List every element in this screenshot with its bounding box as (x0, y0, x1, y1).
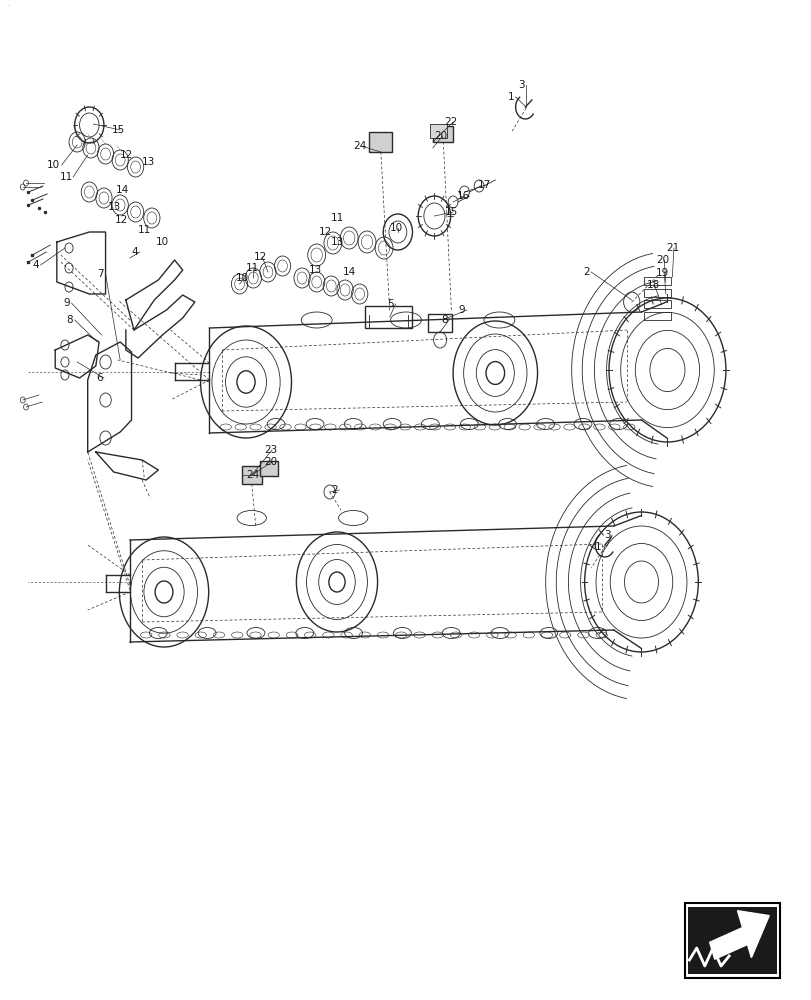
Text: 12: 12 (120, 150, 133, 160)
Text: 11: 11 (331, 213, 344, 223)
Text: 13: 13 (108, 202, 121, 212)
Text: 15: 15 (444, 207, 457, 217)
Text: 11: 11 (246, 263, 259, 273)
Text: 12: 12 (319, 227, 332, 237)
Bar (427, 314, 452, 332)
Text: 13: 13 (331, 237, 344, 247)
Bar (687, 907, 776, 974)
Text: 11: 11 (60, 172, 73, 182)
Bar (242, 466, 262, 484)
Text: 7: 7 (97, 269, 104, 279)
Text: 12: 12 (254, 252, 267, 262)
Text: 21: 21 (665, 243, 678, 253)
Text: 19: 19 (655, 268, 668, 278)
Text: 3: 3 (603, 530, 610, 540)
Text: 20: 20 (264, 457, 277, 467)
Text: 14: 14 (342, 267, 355, 277)
Text: 17: 17 (477, 180, 490, 190)
Text: 10: 10 (47, 160, 60, 170)
Text: 4: 4 (32, 260, 39, 270)
Text: 20: 20 (655, 255, 668, 265)
Bar (260, 461, 277, 476)
Text: 14: 14 (116, 185, 129, 195)
Text: 2: 2 (582, 267, 589, 277)
Bar (643, 312, 670, 320)
Text: 1: 1 (594, 542, 600, 552)
Text: 13: 13 (142, 157, 155, 167)
Text: 1: 1 (507, 92, 513, 102)
Text: 9: 9 (458, 305, 465, 315)
Polygon shape (709, 911, 768, 959)
Text: 8: 8 (67, 315, 73, 325)
Text: 3: 3 (517, 80, 524, 90)
Text: 22: 22 (444, 117, 457, 127)
Text: 12: 12 (115, 215, 128, 225)
Bar (365, 306, 412, 328)
Bar (369, 132, 392, 152)
Bar (684, 903, 779, 978)
Text: 15: 15 (112, 125, 125, 135)
Text: 24: 24 (246, 470, 259, 480)
Bar (430, 124, 446, 138)
Text: 2: 2 (331, 485, 337, 495)
Text: 8: 8 (440, 315, 447, 325)
Text: 5: 5 (387, 299, 393, 309)
Bar (643, 289, 670, 297)
Text: 10: 10 (236, 273, 249, 283)
Text: 10: 10 (156, 237, 169, 247)
Text: 10: 10 (389, 223, 402, 233)
Text: 23: 23 (264, 445, 277, 455)
Text: 11: 11 (138, 225, 151, 235)
Bar (643, 300, 670, 308)
Bar (643, 277, 670, 285)
Text: 13: 13 (308, 265, 321, 275)
Text: 20: 20 (434, 131, 447, 141)
Text: 18: 18 (646, 280, 659, 290)
Bar (432, 126, 453, 142)
Text: 9: 9 (63, 298, 70, 308)
Text: 16: 16 (456, 191, 469, 201)
Text: 24: 24 (353, 141, 366, 151)
Text: 4: 4 (131, 247, 138, 257)
Text: ·: · (6, 3, 9, 9)
Text: 6: 6 (96, 373, 102, 383)
